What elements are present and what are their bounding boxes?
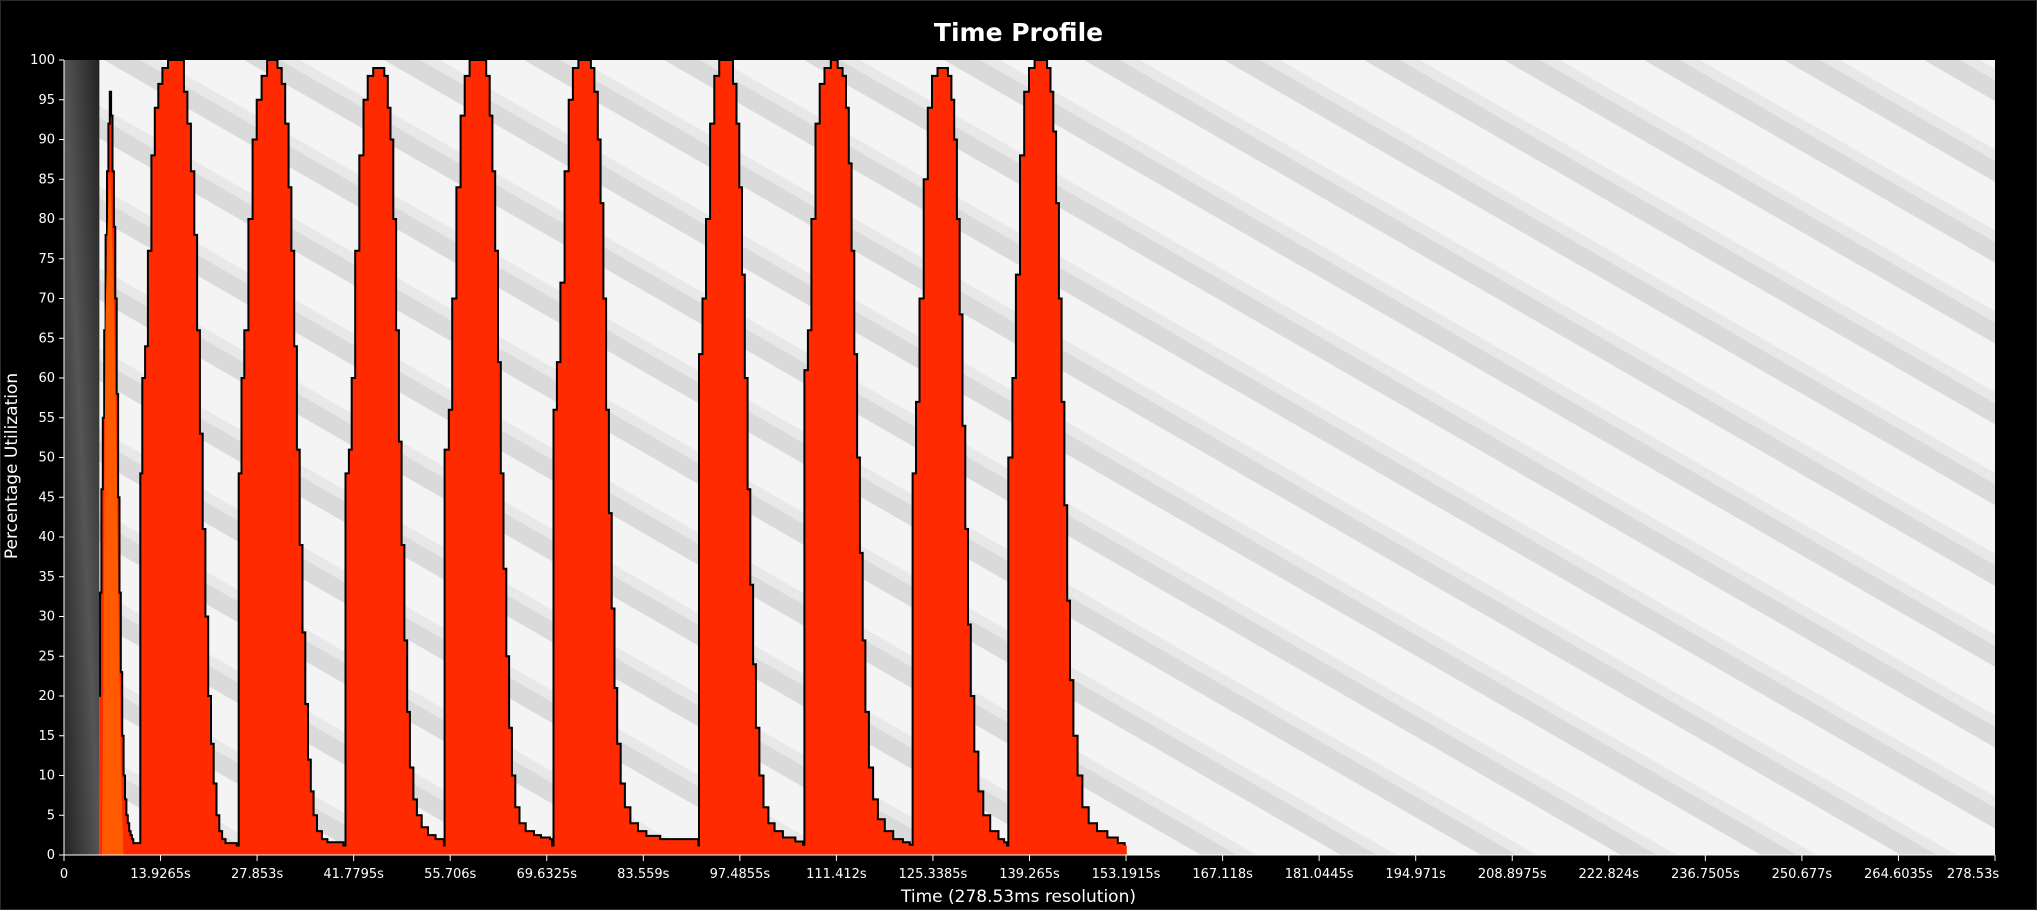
x-tick-label: 111.412s (806, 867, 867, 882)
x-tick-label: 208.8975s (1478, 867, 1547, 882)
x-tick-label: 194.971s (1385, 867, 1446, 882)
x-tick-label: 181.0445s (1285, 867, 1354, 882)
y-tick-label: 65 (38, 331, 55, 346)
y-tick-label: 85 (38, 172, 55, 187)
series-layer (99, 59, 1127, 856)
x-tick-label: 83.559s (617, 867, 669, 882)
x-tick-label: 167.118s (1192, 867, 1253, 882)
y-tick-label: 80 (38, 212, 55, 227)
x-tick-label: 97.4855s (710, 867, 771, 882)
y-tick-label: 35 (38, 570, 55, 585)
y-tick-label: 75 (38, 252, 55, 267)
x-tick-label: 278.53s (1947, 867, 1999, 882)
x-tick-label: 41.7795s (323, 867, 384, 882)
y-tick-label: 40 (38, 530, 55, 545)
chart-title: Time Profile (933, 18, 1104, 47)
y-tick-label: 45 (38, 490, 55, 505)
y-tick-label: 100 (30, 53, 55, 68)
x-tick-label: 13.9265s (130, 867, 191, 882)
y-tick-label: 25 (38, 649, 55, 664)
axes: 0 5 10 15 20 25 30 35 40 45 50 55 60 65 70 75 80 85 90 95 10… (30, 53, 1999, 882)
x-tick-label: 153.1915s (1092, 867, 1161, 882)
startup-band (64, 60, 100, 855)
secondary-spike (102, 171, 134, 856)
x-tick-label: 222.824s (1579, 867, 1640, 882)
x-tick-label: 55.706s (424, 867, 476, 882)
y-tick-label: 50 (38, 451, 55, 466)
utilization-outline (99, 59, 1126, 847)
y-tick-label: 90 (38, 133, 55, 148)
y-tick-label: 5 (47, 808, 55, 823)
y-tick-label: 30 (38, 610, 55, 625)
y-tick-label: 10 (38, 769, 55, 784)
x-tick-label: 125.3385s (899, 867, 968, 882)
y-tick-label: 95 (38, 93, 55, 108)
x-tick-label: 69.6325s (516, 867, 577, 882)
x-tick-label: 236.7505s (1671, 867, 1740, 882)
y-tick-label: 20 (38, 689, 55, 704)
x-tick-label: 250.677s (1772, 867, 1833, 882)
y-tick-label: 0 (47, 848, 55, 863)
x-tick-label: 0 (60, 867, 68, 882)
y-tick-label: 55 (38, 411, 55, 426)
y-tick-label: 60 (38, 371, 55, 386)
x-tick-label: 264.6035s (1864, 867, 1933, 882)
y-tick-label: 15 (38, 729, 55, 744)
x-tick-label: 27.853s (231, 867, 283, 882)
x-tick-label: 139.265s (999, 867, 1060, 882)
y-tick-label: 70 (38, 292, 55, 307)
utilization-area (99, 60, 1127, 855)
x-axis-label: Time (278.53ms resolution) (901, 887, 1136, 907)
